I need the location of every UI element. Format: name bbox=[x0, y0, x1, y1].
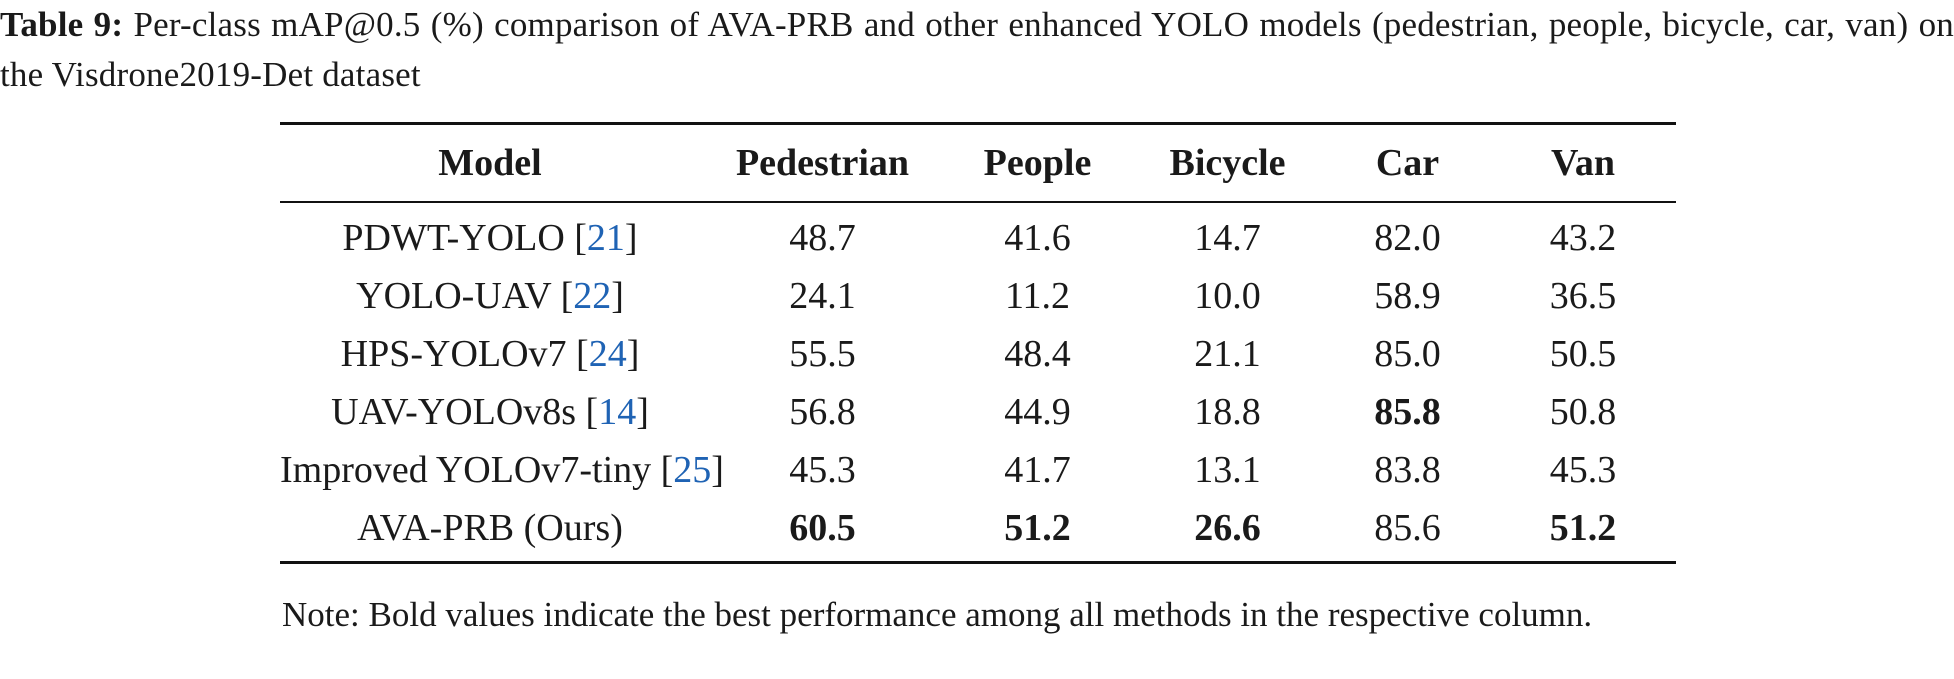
value-cell: 13.1 bbox=[1194, 449, 1261, 491]
model-name: UAV-YOLOv8s bbox=[331, 391, 577, 433]
value-cell: 85.0 bbox=[1374, 333, 1441, 375]
header-model: Model bbox=[280, 123, 700, 203]
value-cell: 45.3 bbox=[1549, 449, 1617, 491]
value-cell: 18.8 bbox=[1194, 391, 1261, 433]
header-bicycle: Bicycle bbox=[1130, 123, 1325, 203]
model-name: Improved YOLOv7-tiny bbox=[280, 449, 652, 491]
value-cell: 24.1 bbox=[789, 275, 856, 317]
citation-link[interactable]: 24 bbox=[588, 333, 627, 375]
results-table: Model Pedestrian People Bicycle Car Van … bbox=[280, 122, 1676, 564]
table-row: YOLO-UAV [22] 24.1 11.2 10.0 58.9 36.5 bbox=[280, 267, 1676, 325]
value-cell: 82.0 bbox=[1374, 217, 1441, 259]
table-row: HPS-YOLOv7 [24] 55.5 48.4 21.1 85.0 50.5 bbox=[280, 325, 1676, 383]
value-cell: 85.8 bbox=[1374, 391, 1441, 433]
citation-link[interactable]: 22 bbox=[573, 275, 612, 317]
value-cell: 43.2 bbox=[1549, 217, 1617, 259]
value-cell: 48.7 bbox=[789, 217, 856, 259]
value-cell: 36.5 bbox=[1549, 275, 1617, 317]
citation-link[interactable]: 14 bbox=[598, 391, 637, 433]
value-cell: 45.3 bbox=[789, 449, 856, 491]
model-cell: YOLO-UAV [22] bbox=[356, 275, 624, 317]
value-cell: 11.2 bbox=[1004, 275, 1071, 317]
citation-link[interactable]: 25 bbox=[673, 449, 712, 491]
value-cell: 83.8 bbox=[1374, 449, 1441, 491]
header-car: Car bbox=[1325, 123, 1490, 203]
value-cell: 56.8 bbox=[789, 391, 856, 433]
header-van: Van bbox=[1490, 123, 1676, 203]
model-cell: PDWT-YOLO [21] bbox=[342, 217, 638, 259]
table-note: Note: Bold values indicate the best perf… bbox=[282, 595, 1593, 634]
model-cell: UAV-YOLOv8s [14] bbox=[331, 391, 649, 433]
value-cell: 48.4 bbox=[1004, 333, 1071, 375]
model-cell: AVA-PRB (Ours) bbox=[280, 499, 700, 563]
value-cell: 41.7 bbox=[1004, 449, 1071, 491]
value-cell: 50.5 bbox=[1549, 333, 1617, 375]
header-pedestrian: Pedestrian bbox=[700, 123, 945, 203]
value-cell: 51.2 bbox=[1004, 507, 1071, 549]
table-row: Improved YOLOv7-tiny [25] 45.3 41.7 13.1 83.… bbox=[280, 441, 1676, 499]
value-cell: 50.8 bbox=[1549, 391, 1617, 433]
model-name: PDWT-YOLO bbox=[342, 217, 565, 259]
table-caption: Table 9: Per-class mAP@0.5 (%) compariso… bbox=[0, 0, 1954, 100]
value-cell: 26.6 bbox=[1194, 507, 1261, 549]
value-cell: 21.1 bbox=[1194, 333, 1261, 375]
value-cell: 41.6 bbox=[1004, 217, 1071, 259]
value-cell: 58.9 bbox=[1374, 275, 1441, 317]
model-cell: Improved YOLOv7-tiny [25] bbox=[280, 449, 724, 491]
header-people: People bbox=[945, 123, 1130, 203]
value-cell: 14.7 bbox=[1194, 217, 1261, 259]
table-row: PDWT-YOLO [21] 48.7 41.6 14.7 82.0 43.2 bbox=[280, 202, 1676, 267]
header-row: Model Pedestrian People Bicycle Car Van bbox=[280, 123, 1676, 203]
model-name: YOLO-UAV bbox=[356, 275, 552, 317]
value-cell: 55.5 bbox=[789, 333, 856, 375]
caption-label: Table 9: bbox=[0, 5, 124, 44]
model-name: HPS-YOLOv7 bbox=[340, 333, 567, 375]
table-body: PDWT-YOLO [21] 48.7 41.6 14.7 82.0 43.2 YOLO-U… bbox=[280, 202, 1676, 563]
value-cell: 51.2 bbox=[1549, 507, 1617, 549]
results-table-container: Model Pedestrian People Bicycle Car Van … bbox=[280, 122, 1676, 564]
value-cell: 10.0 bbox=[1194, 275, 1261, 317]
caption-text: Per-class mAP@0.5 (%) comparison of AVA-… bbox=[0, 5, 1954, 94]
value-cell: 85.6 bbox=[1374, 507, 1441, 549]
model-cell: HPS-YOLOv7 [24] bbox=[340, 333, 640, 375]
table-row: AVA-PRB (Ours) 60.5 51.2 26.6 85.6 51.2 bbox=[280, 499, 1676, 563]
value-cell: 44.9 bbox=[1004, 391, 1071, 433]
model-name: AVA-PRB (Ours) bbox=[357, 507, 623, 549]
citation-link[interactable]: 21 bbox=[586, 217, 625, 259]
table-row: UAV-YOLOv8s [14] 56.8 44.9 18.8 85.8 50.8 bbox=[280, 383, 1676, 441]
value-cell: 60.5 bbox=[789, 507, 856, 549]
